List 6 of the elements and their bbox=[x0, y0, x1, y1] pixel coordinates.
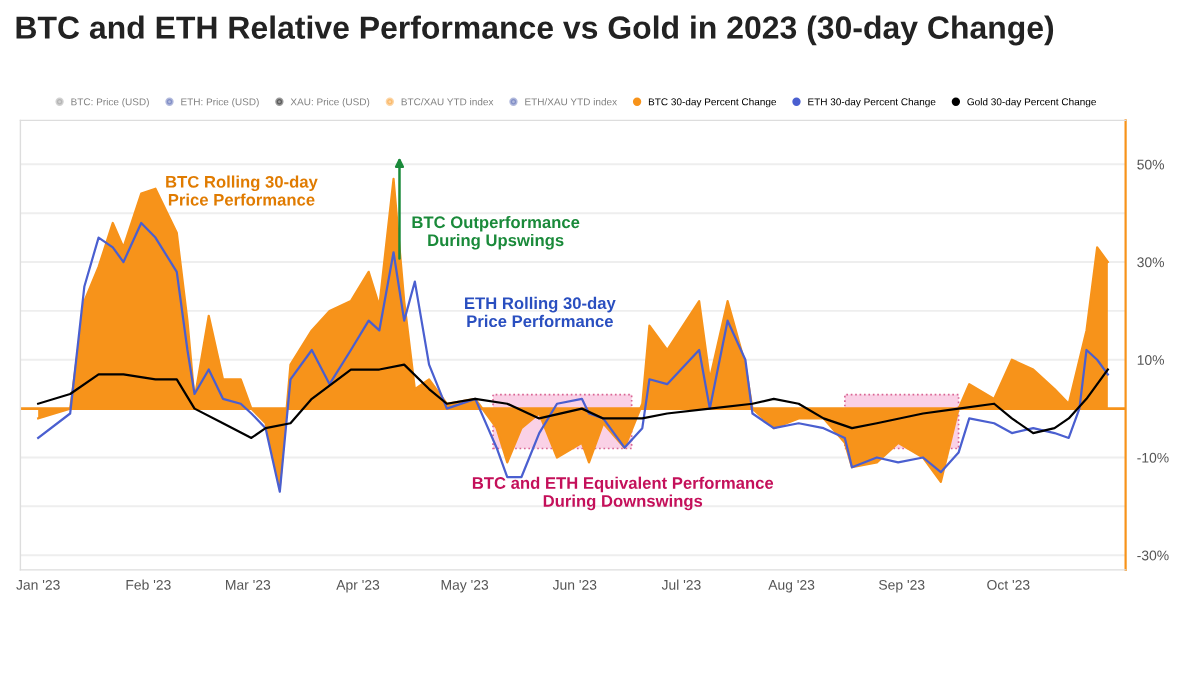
annotation: BTC Outperformance During Upswings bbox=[412, 215, 580, 250]
line-series bbox=[37, 363, 1109, 440]
annotation: BTC Rolling 30-day Price Performance bbox=[166, 175, 318, 206]
annotation: BTC and ETH Equivalent Performance During Downswings bbox=[472, 476, 774, 511]
annotation: ETH Rolling 30-day Price Performance bbox=[465, 296, 616, 328]
chart-title: BTC and ETH Relative Performance vs Gold in 2023 (30-day Change) bbox=[16, 15, 1054, 46]
